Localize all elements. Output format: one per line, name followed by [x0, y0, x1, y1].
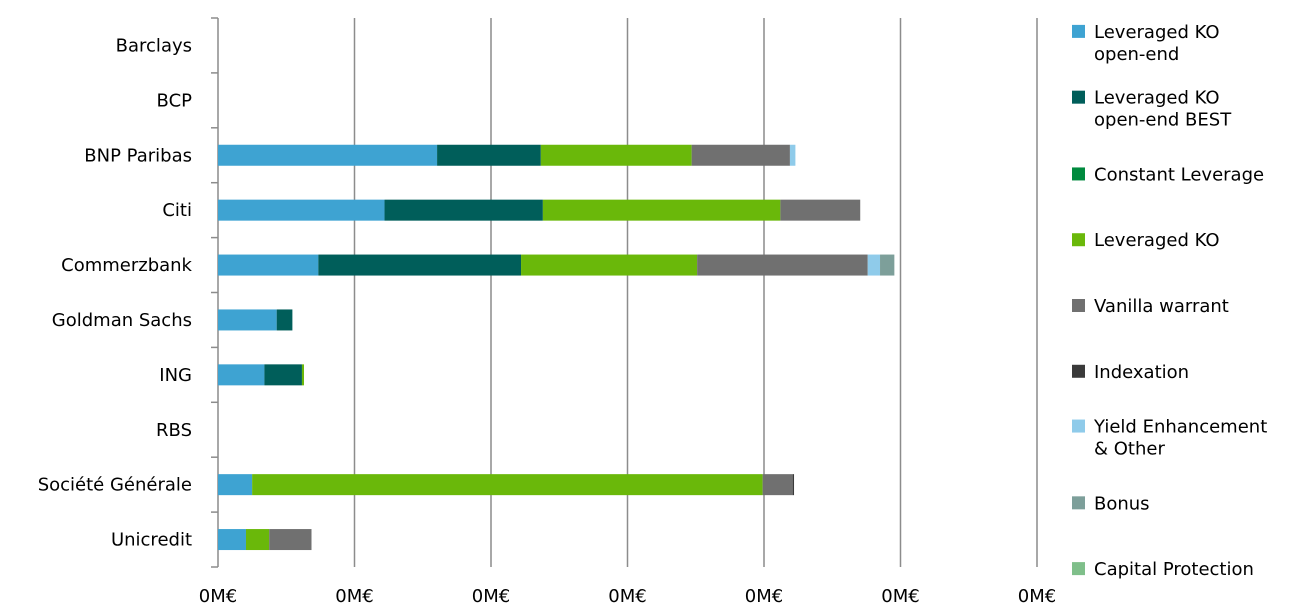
bar-segment: [697, 254, 868, 276]
category-label: RBS: [156, 420, 192, 441]
bar-segment: [780, 199, 861, 221]
x-tick-label: 0M€: [472, 586, 510, 607]
bar-segment: [245, 529, 270, 551]
bar-segment: [318, 254, 522, 276]
legend-label: & Other: [1094, 439, 1165, 460]
bar-segment: [880, 254, 895, 276]
bar-segment: [691, 144, 790, 166]
legend-label: Leveraged KO: [1094, 230, 1220, 251]
legend-swatch: [1072, 419, 1085, 433]
category-label: Goldman Sachs: [52, 310, 192, 331]
bar-segment: [264, 364, 302, 386]
bar-segment: [384, 199, 543, 221]
x-tick-labels: 0M€ 0M€ 0M€ 0M€ 0M€ 0M€ 0M€: [199, 586, 1056, 607]
category-label: Commerzbank: [61, 255, 192, 276]
category-label: BNP Paribas: [84, 145, 192, 166]
legend-swatch: [1072, 90, 1085, 104]
legend-swatch: [1072, 562, 1085, 576]
bar-segment: [218, 144, 438, 166]
bar-segment: [252, 474, 763, 496]
bar-segment: [789, 144, 796, 166]
legend-label: Leveraged KO: [1094, 88, 1220, 109]
bars: [218, 144, 895, 551]
legend-label: Vanilla warrant: [1094, 296, 1229, 317]
axes: [211, 17, 219, 568]
x-tick-label: 0M€: [608, 586, 646, 607]
legend-label: open-end BEST: [1094, 110, 1232, 131]
category-label: Unicredit: [111, 530, 192, 551]
legend-label: Capital Protection: [1094, 559, 1254, 580]
bar-segment: [301, 364, 304, 386]
bar-segment: [218, 309, 277, 331]
legend-swatch: [1072, 364, 1085, 378]
legend-label: Bonus: [1094, 493, 1150, 514]
legend-label: Indexation: [1094, 362, 1189, 383]
legend-swatch: [1072, 233, 1085, 247]
legend-swatch: [1072, 24, 1085, 38]
category-label: ING: [159, 365, 192, 386]
bar-segment: [218, 474, 253, 496]
bar-segment: [218, 364, 265, 386]
legend-label: Leveraged KO: [1094, 22, 1220, 43]
bar-segment: [276, 309, 293, 331]
x-tick-label: 0M€: [1018, 586, 1056, 607]
x-tick-label: 0M€: [745, 586, 783, 607]
category-label: Citi: [162, 200, 192, 221]
x-tick-label: 0M€: [335, 586, 373, 607]
legend-label: Yield Enhancement: [1093, 417, 1267, 438]
category-label: Barclays: [116, 35, 192, 56]
bar-segment: [218, 254, 319, 276]
bar-segment: [540, 144, 692, 166]
bar-segment: [867, 254, 881, 276]
legend-label: open-end: [1094, 44, 1179, 65]
legend-swatch: [1072, 496, 1085, 510]
bar-segment: [762, 474, 793, 496]
x-tick-label: 0M€: [199, 586, 237, 607]
bar-segment: [269, 529, 312, 551]
bar-segment: [792, 474, 795, 496]
legend-swatch: [1072, 299, 1085, 312]
bar-segment: [218, 199, 385, 221]
category-label: BCP: [157, 90, 193, 111]
bar-segment: [218, 529, 246, 551]
legend-label: Constant Leverage: [1094, 164, 1264, 185]
bar-segment: [542, 199, 781, 221]
bar-segment: [437, 144, 541, 166]
category-label: Société Générale: [38, 475, 192, 496]
legend-swatch: [1072, 167, 1085, 181]
x-tick-label: 0M€: [881, 586, 919, 607]
category-labels: Barclays BCP BNP Paribas Citi Commerzbank Gol…: [38, 35, 193, 550]
bar-segment: [521, 254, 698, 276]
